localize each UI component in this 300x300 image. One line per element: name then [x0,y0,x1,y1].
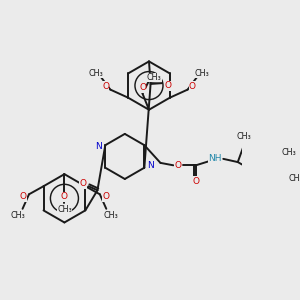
Text: CH₃: CH₃ [282,148,297,157]
Text: O: O [189,82,196,91]
Text: O: O [139,83,146,92]
Text: O: O [175,161,182,170]
Text: O: O [102,82,109,91]
Text: CH₃: CH₃ [88,69,103,78]
Text: O: O [19,192,26,201]
Text: O: O [192,177,200,186]
Text: CH₃: CH₃ [104,211,119,220]
Text: O: O [61,192,68,201]
Text: O: O [103,192,110,201]
Text: NH: NH [208,154,222,164]
Text: CH₃: CH₃ [237,132,252,141]
Text: CH₃: CH₃ [57,205,72,214]
Text: CH₃: CH₃ [195,69,209,78]
Text: CH₃: CH₃ [146,73,161,82]
Text: CH₃: CH₃ [11,211,25,220]
Text: CH₃: CH₃ [288,174,300,183]
Text: N: N [95,142,102,151]
Text: O: O [165,81,172,90]
Text: O: O [80,179,86,188]
Text: N: N [147,161,154,170]
